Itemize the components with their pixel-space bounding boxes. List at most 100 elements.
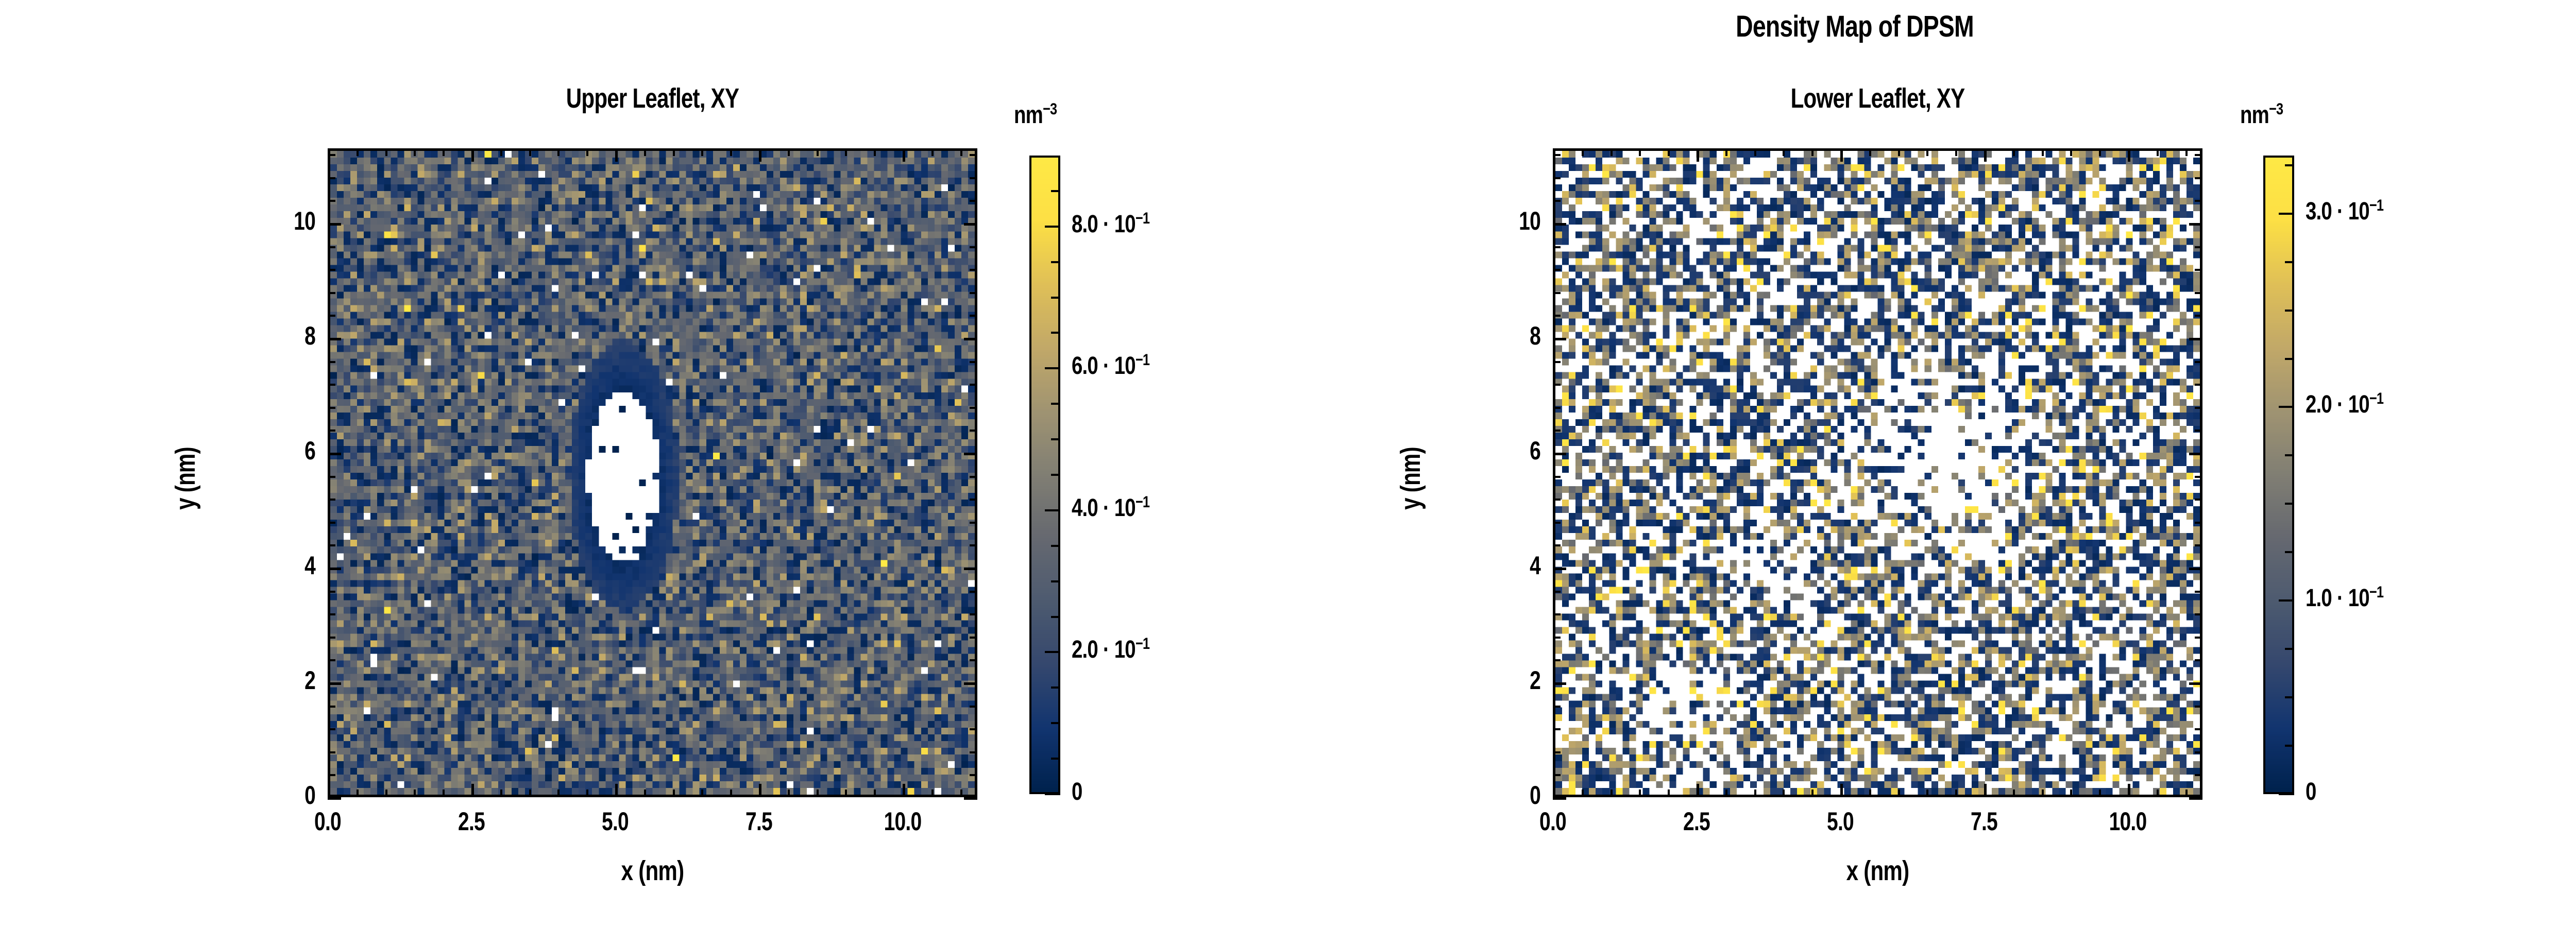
axis-tick — [2156, 148, 2159, 156]
axis-tick — [328, 452, 341, 455]
axis-tick — [1553, 315, 1561, 317]
axis-tick — [2195, 521, 2202, 524]
axis-tick — [615, 148, 618, 162]
axis-tick — [500, 148, 502, 156]
axis-tick — [1955, 789, 1958, 797]
colorbar-tick — [1045, 225, 1060, 228]
axis-tick — [2041, 148, 2044, 156]
colorbar-minor-tick — [1051, 261, 1060, 263]
colorbar-tick — [1045, 651, 1060, 654]
y-tick-label: 2 — [1530, 665, 1541, 695]
heatmap-lower-leaflet[interactable] — [1553, 148, 2202, 797]
x-tick-label: 2.5 — [1683, 807, 1710, 836]
axis-tick — [1553, 499, 1561, 501]
axis-tick — [1581, 789, 1584, 797]
axis-tick — [1668, 148, 1670, 156]
axis-tick — [1553, 544, 1561, 547]
colorbar-minor-tick — [1051, 474, 1060, 476]
colorbar-minor-tick — [2285, 357, 2294, 360]
y-tick-label: 0 — [304, 781, 316, 810]
axis-tick — [816, 148, 819, 156]
axis-tick — [2195, 659, 2202, 662]
colorbar-tick-label: 2.0 · 10−1 — [2306, 389, 2384, 419]
axis-tick — [328, 728, 335, 731]
axis-tick — [1553, 222, 1566, 226]
axis-tick — [970, 544, 977, 547]
axis-tick — [2127, 784, 2130, 797]
axis-tick — [1553, 177, 1561, 179]
y-tick-label: 4 — [1530, 551, 1541, 580]
colorbar-tick-label: 0 — [2306, 778, 2316, 805]
y-tick-label: 4 — [304, 551, 316, 580]
axis-tick — [970, 636, 977, 639]
axis-tick — [970, 430, 977, 432]
axis-tick — [328, 315, 335, 317]
axis-tick — [2189, 567, 2202, 570]
axis-tick — [2185, 789, 2188, 797]
axis-tick — [1553, 452, 1566, 455]
colorbar-swatch-panel2[interactable] — [2263, 156, 2294, 794]
axis-tick — [787, 789, 790, 797]
axis-tick — [1553, 430, 1561, 432]
axis-tick — [1754, 789, 1756, 797]
axis-tick — [328, 475, 335, 478]
axis-tick — [1696, 148, 1699, 162]
colorbar-tick-label: 8.0 · 10−1 — [1072, 208, 1150, 238]
axis-tick — [1984, 784, 1987, 797]
axis-tick — [2195, 728, 2202, 731]
axis-tick — [970, 705, 977, 708]
axis-tick — [328, 360, 335, 363]
colorbar-unit-panel2: nm−3 — [2240, 99, 2283, 129]
y-tick-label: 6 — [304, 436, 316, 465]
axis-tick — [970, 315, 977, 317]
axis-tick — [328, 705, 335, 708]
axis-tick — [1553, 269, 1561, 271]
y-axis-label-panel1: y (nm) — [170, 447, 201, 510]
axis-tick — [1811, 148, 1814, 156]
axis-tick — [328, 797, 341, 800]
panel-title-lower-leaflet: Lower Leaflet, XY — [1790, 83, 1965, 114]
y-tick-label: 8 — [1530, 321, 1541, 350]
y-tick-label: 8 — [304, 321, 316, 350]
axis-tick — [2195, 613, 2202, 616]
colorbar-minor-tick — [1051, 544, 1060, 547]
colorbar-tick — [2279, 793, 2294, 795]
colorbar-tick-label: 6.0 · 10−1 — [1072, 350, 1150, 380]
axis-tick — [328, 430, 335, 432]
axis-tick — [1553, 360, 1561, 363]
axis-tick — [1783, 148, 1785, 156]
axis-tick — [443, 789, 445, 797]
axis-tick — [500, 789, 502, 797]
axis-tick — [960, 789, 962, 797]
heatmap-upper-leaflet[interactable] — [328, 148, 977, 797]
axis-tick — [1553, 705, 1561, 708]
axis-tick — [1553, 590, 1561, 593]
axis-tick — [1553, 774, 1561, 777]
axis-tick — [845, 148, 848, 156]
axis-tick — [328, 682, 341, 685]
axis-tick — [2195, 291, 2202, 294]
axis-tick — [2099, 789, 2102, 797]
axis-tick — [1668, 789, 1670, 797]
colorbar-tick-label: 2.0 · 10−1 — [1072, 634, 1150, 664]
axis-tick — [328, 784, 330, 797]
axis-tick — [328, 291, 335, 294]
axis-tick — [643, 148, 646, 156]
colorbar-tick — [2279, 212, 2294, 215]
axis-tick — [960, 148, 962, 156]
axis-tick — [328, 521, 335, 524]
axis-tick — [970, 200, 977, 202]
axis-tick — [1926, 148, 1929, 156]
colorbar-minor-tick — [2285, 309, 2294, 312]
axis-tick — [328, 636, 335, 639]
axis-tick — [970, 728, 977, 731]
axis-tick — [2195, 384, 2202, 386]
axis-tick — [1840, 148, 1843, 162]
axis-tick — [758, 784, 761, 797]
axis-tick — [2195, 315, 2202, 317]
axis-tick — [1553, 613, 1561, 616]
axis-tick — [328, 222, 341, 226]
colorbar-minor-tick — [1051, 580, 1060, 582]
axis-tick — [557, 148, 560, 156]
